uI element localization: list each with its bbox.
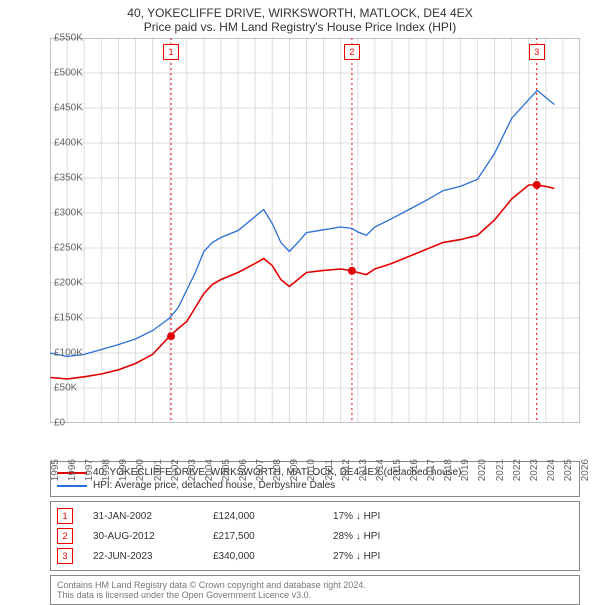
chart-container: 40, YOKECLIFFE DRIVE, WIRKSWORTH, MATLOC…: [0, 0, 600, 590]
x-tick-label: 2001: [153, 459, 164, 481]
event-date: 22-JUN-2023: [93, 551, 193, 562]
x-tick-label: 2024: [546, 459, 557, 481]
x-tick-label: 2022: [512, 459, 523, 481]
event-price: £217,500: [213, 531, 313, 542]
plot-svg: [50, 38, 580, 423]
x-tick-label: 1996: [67, 459, 78, 481]
event-row: 2 30-AUG-2012 £217,500 28% ↓ HPI: [57, 526, 573, 546]
event-date: 30-AUG-2012: [93, 531, 193, 542]
y-tick-label: £550K: [54, 33, 83, 44]
attribution-line: Contains HM Land Registry data © Crown c…: [57, 580, 573, 590]
y-tick-label: £200K: [54, 278, 83, 289]
x-tick-label: 2008: [272, 459, 283, 481]
x-tick-label: 1995: [50, 459, 61, 481]
x-tick-label: 1997: [84, 459, 95, 481]
y-tick-label: £400K: [54, 138, 83, 149]
y-tick-label: £500K: [54, 68, 83, 79]
x-tick-label: 2023: [529, 459, 540, 481]
x-tick-label: 2017: [426, 459, 437, 481]
x-tick-label: 2012: [341, 459, 352, 481]
event-badge: 2: [57, 528, 73, 544]
x-tick-label: 2018: [443, 459, 454, 481]
y-tick-label: £100K: [54, 348, 83, 359]
plot-area: £0£50K£100K£150K£200K£250K£300K£350K£400…: [50, 38, 580, 423]
x-tick-label: 2005: [221, 459, 232, 481]
x-tick-label: 2014: [375, 459, 386, 481]
y-tick-label: £50K: [54, 383, 77, 394]
attribution-line: This data is licensed under the Open Gov…: [57, 590, 573, 600]
x-tick-label: 2009: [289, 459, 300, 481]
x-tick-label: 2004: [204, 459, 215, 481]
event-row: 3 22-JUN-2023 £340,000 27% ↓ HPI: [57, 546, 573, 566]
event-pct: 17% ↓ HPI: [333, 511, 433, 522]
legend-swatch: [57, 485, 87, 487]
x-tick-label: 2002: [170, 459, 181, 481]
y-tick-label: £250K: [54, 243, 83, 254]
events-table: 1 31-JAN-2002 £124,000 17% ↓ HPI 2 30-AU…: [50, 501, 580, 571]
x-tick-label: 2007: [255, 459, 266, 481]
event-badge: 3: [57, 548, 73, 564]
x-tick-label: 2026: [580, 459, 591, 481]
event-marker: 1: [163, 44, 179, 60]
y-tick-label: £300K: [54, 208, 83, 219]
x-tick-label: 2020: [477, 459, 488, 481]
x-tick-label: 1998: [101, 459, 112, 481]
x-tick-label: 2010: [306, 459, 317, 481]
chart-subtitle: Price paid vs. HM Land Registry's House …: [0, 20, 600, 38]
y-tick-label: £150K: [54, 313, 83, 324]
legend-label: HPI: Average price, detached house, Derb…: [93, 480, 335, 491]
event-price: £124,000: [213, 511, 313, 522]
x-tick-label: 2006: [238, 459, 249, 481]
y-tick-label: £450K: [54, 103, 83, 114]
x-tick-label: 2016: [409, 459, 420, 481]
x-tick-label: 2000: [135, 459, 146, 481]
event-marker: 2: [344, 44, 360, 60]
attribution: Contains HM Land Registry data © Crown c…: [50, 575, 580, 605]
event-date: 31-JAN-2002: [93, 511, 193, 522]
x-tick-label: 1999: [118, 459, 129, 481]
y-tick-label: £350K: [54, 173, 83, 184]
x-tick-label: 2019: [460, 459, 471, 481]
chart-title: 40, YOKECLIFFE DRIVE, WIRKSWORTH, MATLOC…: [0, 0, 600, 20]
event-pct: 28% ↓ HPI: [333, 531, 433, 542]
event-row: 1 31-JAN-2002 £124,000 17% ↓ HPI: [57, 506, 573, 526]
event-pct: 27% ↓ HPI: [333, 551, 433, 562]
x-tick-label: 2013: [358, 459, 369, 481]
event-marker: 3: [529, 44, 545, 60]
x-tick-label: 2015: [392, 459, 403, 481]
x-tick-label: 2025: [563, 459, 574, 481]
x-axis: 1995199619971998199920002001200220032004…: [50, 423, 580, 455]
event-price: £340,000: [213, 551, 313, 562]
x-tick-label: 2011: [324, 459, 335, 481]
x-tick-label: 2003: [187, 459, 198, 481]
x-tick-label: 2021: [495, 459, 506, 481]
event-badge: 1: [57, 508, 73, 524]
